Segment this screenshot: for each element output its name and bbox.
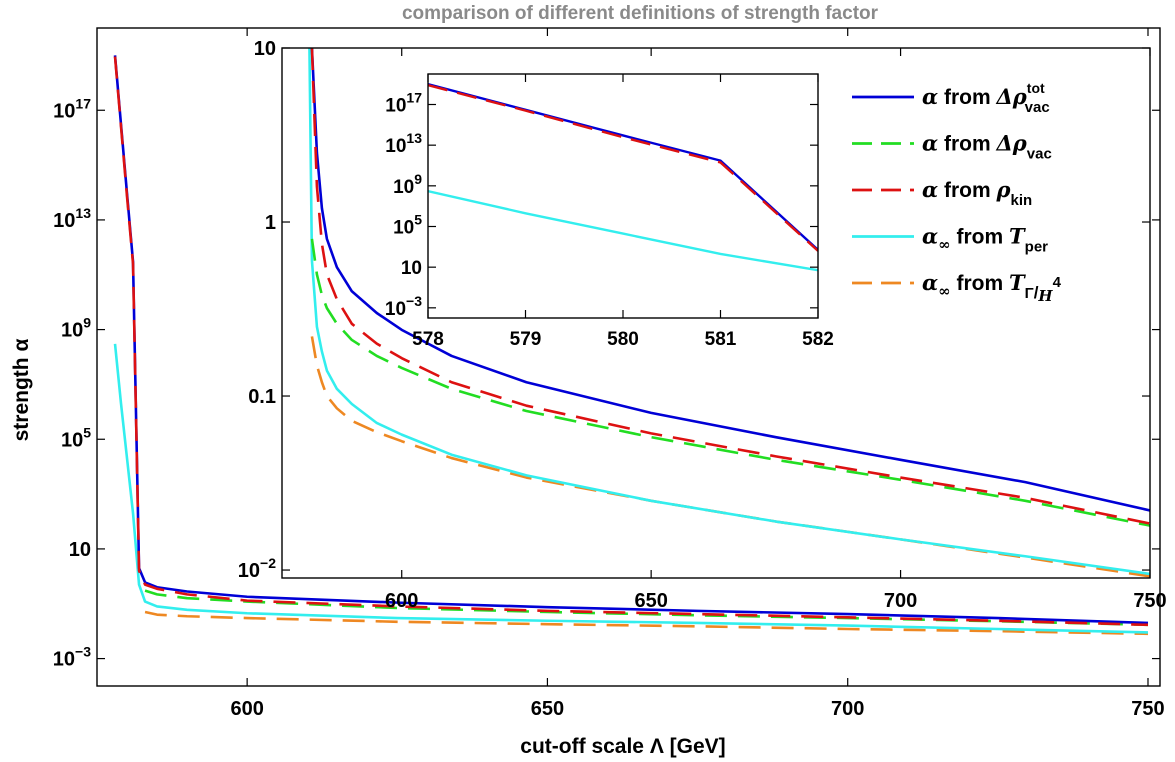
y-axis-title: strength α <box>10 339 33 442</box>
inset-zoom-series-t_per <box>308 48 1150 576</box>
inset-detail-x-tick-label: 581 <box>705 329 737 350</box>
inset-detail-x-tick-label: 582 <box>802 329 834 350</box>
legend-label: α∞ from TΓ/H4 <box>922 270 1062 305</box>
legend-entry-rho_vac: α from Δρvac <box>852 131 1052 163</box>
main-plot: 600 650 700 750 10−3 10 105 109 1013 1017 <box>53 27 1165 720</box>
inset-detail-x-tick-label: 579 <box>510 329 542 350</box>
main-series-t_per <box>113 343 1149 634</box>
main-y-tick-label: 1017 <box>53 95 91 122</box>
legend-label: α∞ from Tper <box>922 224 1048 256</box>
inset-detail-y-tick-label: 10−3 <box>385 293 422 320</box>
legend-entry-rho_kin: α from ρkin <box>852 177 1032 209</box>
main-y-tick-label: 10 <box>69 539 91 561</box>
main-y-tick-label: 10−3 <box>53 644 91 671</box>
legend-entry-rho_tot: α from Δρtot vac <box>852 80 1050 116</box>
inset-zoom-series-rho_vac <box>310 238 1150 527</box>
main-y-tick-label: 109 <box>61 315 91 342</box>
inset-zoom-series-t_gamma <box>310 336 1150 578</box>
inset-detail-x-tick-label: 580 <box>607 329 639 350</box>
inset-detail-plot: 578 579 580 581 582 10−3 10 105 109 1013 1017 <box>385 73 834 350</box>
inset-zoom-series-rho_kin <box>310 48 1150 525</box>
inset-zoom-y-tick-label: 10 <box>254 38 276 60</box>
inset-zoom-series-rho_tot <box>310 48 1150 512</box>
inset-zoom-x-tick-label: 600 <box>385 590 418 612</box>
main-series-rho_kin <box>113 56 1149 627</box>
inset-zoom-x-tick-label: 650 <box>634 590 667 612</box>
inset-detail-y-tick-label: 10 <box>401 258 422 279</box>
legend: α from Δρtot vac α from Δρvac α from ρkin α∞… <box>852 80 1062 305</box>
inset-zoom-y-tick-label: 1 <box>265 212 276 234</box>
inset-zoom-frame <box>281 47 1151 579</box>
x-axis-title: cut-off scale Λ [GeV] <box>520 735 725 758</box>
inset-detail-y-tick-label: 1017 <box>385 90 422 117</box>
main-series-rho_vac <box>144 589 1149 627</box>
main-series-t_gamma <box>144 610 1149 636</box>
inset-detail-background <box>428 74 818 318</box>
legend-label: α from ρkin <box>922 177 1032 209</box>
main-y-tick-label: 105 <box>61 424 91 451</box>
inset-detail-x-tick-label: 578 <box>412 329 444 350</box>
inset-zoom-y-tick-label: 10−2 <box>238 555 276 582</box>
chart-title: comparison of different definitions of s… <box>402 3 879 24</box>
main-frame <box>96 27 1161 687</box>
inset-zoom-y-tick-label: 0.1 <box>248 386 276 408</box>
inset-detail-y-tick-label: 1013 <box>385 130 422 157</box>
main-x-tick-label: 650 <box>531 698 564 720</box>
inset-detail-y-tick-label: 109 <box>393 171 422 198</box>
inset-detail-series-t_per <box>428 189 818 272</box>
inset-detail-y-tick-label: 105 <box>393 212 422 239</box>
main-series-rho_tot <box>113 55 1149 625</box>
main-x-tick-label: 700 <box>831 698 864 720</box>
main-x-tick-label: 750 <box>1131 698 1164 720</box>
legend-entry-t_gamma: α∞ from TΓ/H4 <box>852 270 1062 305</box>
legend-label: α from Δρvac <box>922 131 1052 163</box>
inset-zoom-x-tick-label: 700 <box>884 590 917 612</box>
legend-label: α from Δρtot vac <box>922 80 1050 116</box>
inset-zoom-x-tick-label: 750 <box>1133 590 1166 612</box>
inset-detail-series-rho_kin <box>428 83 818 252</box>
main-y-tick-label: 1013 <box>53 205 91 232</box>
main-x-tick-label: 600 <box>230 698 263 720</box>
legend-entry-t_per: α∞ from Tper <box>852 224 1048 256</box>
